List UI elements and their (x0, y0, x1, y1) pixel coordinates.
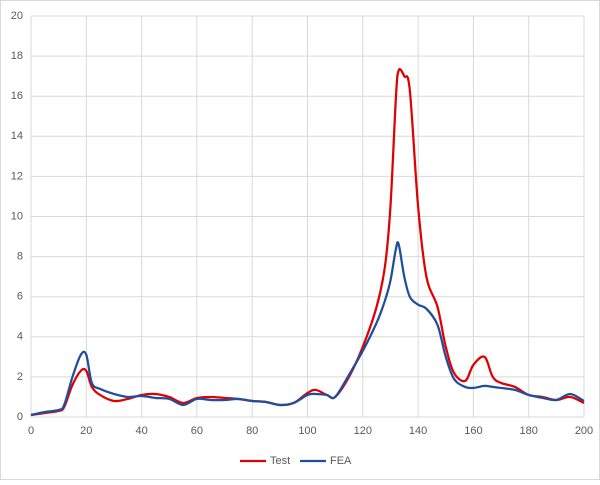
y-tick-label: 4 (17, 331, 23, 343)
x-tick-label: 80 (246, 425, 258, 437)
x-tick-label: 200 (575, 425, 593, 437)
x-tick-label: 40 (135, 425, 147, 437)
x-tick-label: 160 (464, 425, 482, 437)
legend-label: FEA (330, 455, 352, 467)
y-tick-label: 12 (11, 170, 23, 182)
x-tick-label: 140 (409, 425, 427, 437)
x-tick-label: 20 (80, 425, 92, 437)
x-tick-label: 100 (298, 425, 316, 437)
data-line (30, 241, 585, 417)
x-tick-label: 60 (191, 425, 203, 437)
y-tick-label: 2 (17, 371, 23, 383)
y-tick-label: 20 (11, 10, 23, 22)
legend-label: Test (270, 455, 290, 467)
y-tick-label: 16 (11, 90, 23, 102)
y-tick-label: 8 (17, 251, 23, 263)
y-tick-label: 6 (17, 291, 23, 303)
y-tick-label: 18 (11, 50, 23, 62)
x-tick-label: 180 (520, 425, 538, 437)
y-tick-label: 14 (11, 130, 23, 142)
y-tick-label: 10 (11, 210, 23, 222)
y-tick-label: 0 (17, 411, 23, 423)
x-tick-label: 0 (28, 425, 34, 437)
x-tick-label: 120 (354, 425, 372, 437)
